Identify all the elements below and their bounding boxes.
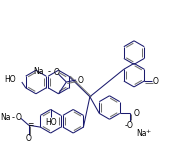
Text: O: O [77, 76, 83, 84]
Text: Na: Na [0, 113, 10, 122]
Text: Na: Na [34, 67, 44, 76]
Text: +: + [145, 129, 151, 133]
Text: =: = [27, 120, 33, 129]
Text: O: O [26, 134, 32, 143]
Text: HO: HO [45, 118, 56, 127]
Text: -: - [11, 113, 14, 122]
Text: -: - [47, 67, 50, 76]
Text: O: O [153, 77, 159, 85]
Text: O: O [16, 113, 22, 122]
Text: O: O [54, 68, 59, 77]
Text: HO: HO [4, 75, 16, 83]
Text: O: O [127, 121, 132, 130]
Text: O: O [134, 109, 139, 118]
Text: Na: Na [136, 129, 147, 137]
Text: -: - [125, 121, 128, 130]
